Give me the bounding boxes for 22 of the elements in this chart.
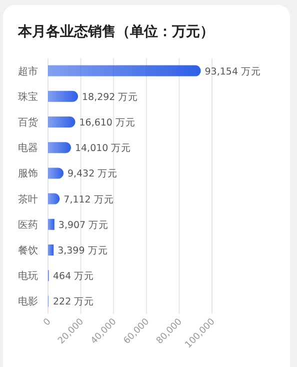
y-tick-label: 茶叶	[18, 193, 38, 206]
y-tick-label: 医药	[18, 218, 38, 231]
data-label: 9,432 万元	[67, 168, 118, 180]
data-label: 3,907 万元	[58, 220, 109, 231]
data-label: 464 万元	[53, 271, 94, 282]
chart-title: 本月各业态销售（单位：万元）	[17, 24, 214, 40]
x-tick-label: 0	[42, 316, 54, 328]
data-label: 14,010 万元	[74, 143, 132, 154]
data-label: 222 万元	[53, 296, 94, 308]
y-tick-label: 电影	[18, 296, 38, 308]
y-tick-label: 电器	[18, 142, 38, 154]
y-tick-label: 珠宝	[18, 90, 38, 103]
y-tick-label: 服饰	[18, 168, 38, 180]
y-tick-label: 餐饮	[18, 244, 38, 256]
y-tick-label: 超市	[18, 65, 38, 78]
y-tick-label: 电玩	[18, 270, 38, 282]
data-label: 18,292 万元	[82, 92, 138, 103]
data-label: 16,610 万元	[79, 118, 136, 128]
data-label: 93,154 万元	[204, 66, 262, 78]
y-tick-label: 百货	[18, 116, 38, 128]
data-label: 3,399 万元	[58, 246, 108, 256]
data-label: 7,112 万元	[64, 194, 114, 206]
